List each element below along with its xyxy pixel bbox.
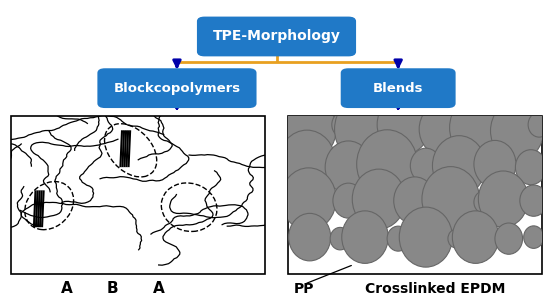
Ellipse shape — [422, 167, 479, 232]
Ellipse shape — [357, 130, 418, 199]
Ellipse shape — [410, 148, 441, 183]
Ellipse shape — [515, 150, 546, 185]
Ellipse shape — [281, 168, 336, 230]
Ellipse shape — [520, 185, 547, 216]
Ellipse shape — [399, 207, 452, 267]
Ellipse shape — [432, 136, 486, 196]
Ellipse shape — [289, 213, 331, 261]
Text: B: B — [107, 281, 119, 296]
Text: Blends: Blends — [373, 82, 424, 95]
Ellipse shape — [419, 103, 466, 155]
Text: Blockcopolymers: Blockcopolymers — [113, 82, 241, 95]
Text: Crosslinked EPDM: Crosslinked EPDM — [365, 282, 505, 296]
Text: A: A — [61, 281, 73, 296]
Ellipse shape — [474, 191, 494, 213]
Ellipse shape — [528, 112, 550, 137]
Ellipse shape — [278, 130, 336, 195]
Ellipse shape — [377, 95, 430, 155]
FancyBboxPatch shape — [342, 69, 455, 107]
Ellipse shape — [283, 99, 336, 159]
Ellipse shape — [330, 227, 350, 250]
FancyBboxPatch shape — [98, 69, 255, 107]
Ellipse shape — [387, 226, 409, 251]
Bar — [288, 116, 542, 274]
Ellipse shape — [333, 183, 364, 218]
Ellipse shape — [495, 223, 523, 254]
Ellipse shape — [474, 140, 516, 188]
Ellipse shape — [448, 229, 465, 248]
Text: A: A — [153, 281, 164, 296]
Ellipse shape — [352, 169, 405, 229]
Ellipse shape — [452, 211, 499, 263]
Ellipse shape — [491, 101, 544, 161]
Ellipse shape — [478, 171, 528, 227]
Text: TPE-Morphology: TPE-Morphology — [212, 29, 341, 43]
FancyBboxPatch shape — [198, 18, 355, 55]
Ellipse shape — [450, 95, 507, 160]
Ellipse shape — [524, 226, 544, 248]
Bar — [11, 116, 265, 274]
Ellipse shape — [335, 95, 395, 164]
Text: PP: PP — [294, 282, 315, 296]
Ellipse shape — [342, 211, 388, 263]
Ellipse shape — [332, 112, 354, 137]
Ellipse shape — [394, 177, 436, 224]
Ellipse shape — [325, 141, 372, 193]
